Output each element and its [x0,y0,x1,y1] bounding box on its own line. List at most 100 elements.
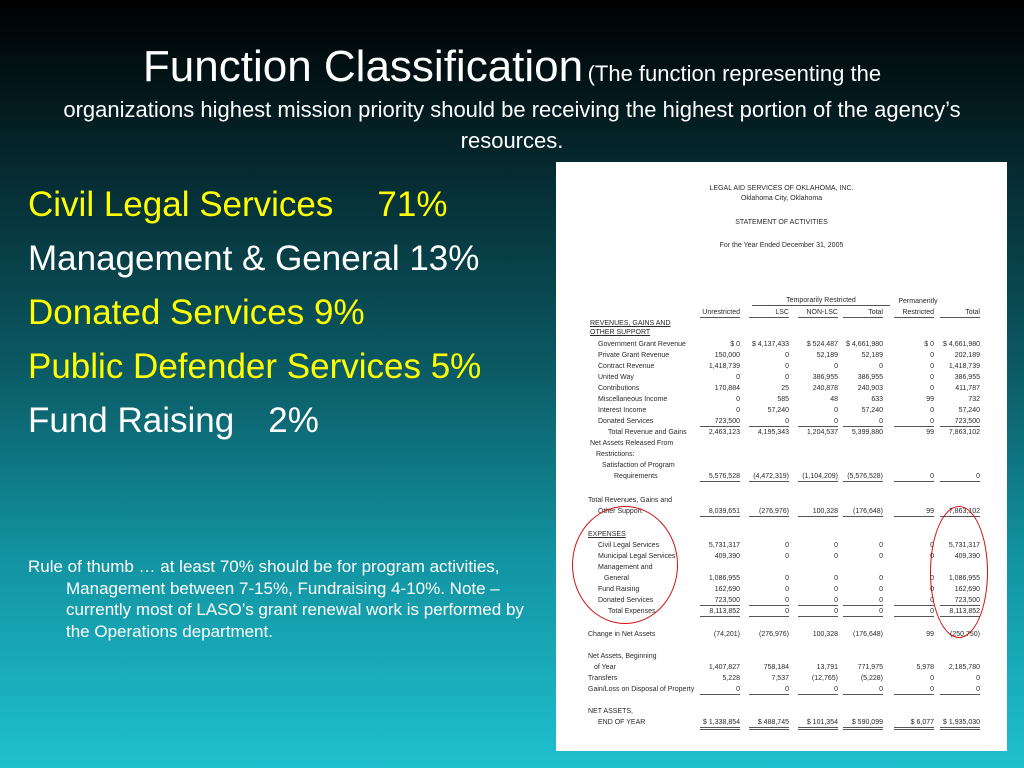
doc-column-header-rule [749,317,789,318]
statement-of-activities-image: LEGAL AID SERVICES OF OKLAHOMA, INC. Okl… [556,162,1007,751]
doc-rule [798,727,838,728]
doc-expense-row-cell-2: 0 [834,586,838,593]
doc-revenue-row-cell-0: $ 0 [730,341,740,348]
doc-revenue-row-cell-0: 2,463,123 [708,429,740,436]
doc-gainloss-row-cell-5: 0 [976,686,980,693]
doc-column-header-rule [894,317,934,318]
doc-begin-row-cell-2: 13,791 [816,664,838,671]
doc-revenue-row-cell-1: 0 [785,418,789,425]
doc-expense-row-cell-1: 0 [785,608,789,615]
doc-end-label: END OF YEAR [598,719,646,726]
doc-revenue-row-cell-3: 0 [879,418,883,425]
doc-rule [843,727,883,728]
doc-rule [940,694,980,695]
doc-revenue-row-cell-0: 150,000 [714,352,740,359]
doc-revenue-row-cell-1: 0 [785,374,789,381]
doc-expense-row-cell-3: 0 [879,586,883,593]
doc-expense-row-cell-0: 1,086,955 [708,575,740,582]
function-item-public-defender: Public Defender Services 5% [28,347,482,386]
doc-rule [940,426,980,427]
slide-subtitle-rest: organizations highest mission priority s… [63,97,961,153]
slide-subtitle-start: (The function representing the [587,61,882,86]
doc-revenue-row-cell-4: 99 [926,429,934,436]
doc-revenue-row-cell-2: 240,878 [812,385,838,392]
doc-total-revenue-row-cell-0: 8,039,651 [708,508,740,515]
doc-change-row-cell-1: (276,976) [759,631,789,638]
function-item-civil-legal: Civil Legal Services 71% [28,185,448,224]
doc-column-header-5: Total [965,309,980,316]
doc-rule [894,605,934,606]
doc-period: For the Year Ended December 31, 2005 [719,242,844,249]
doc-released-label: Net Assets Released From [590,440,674,447]
slide-title: Function Classification [142,42,584,91]
doc-statement-name: STATEMENT OF ACTIVITIES [735,219,828,226]
doc-group-temp: Temporarily Restricted [786,297,856,304]
doc-column-header-rule [843,317,883,318]
doc-expense-row-cell-2: 0 [834,575,838,582]
doc-released-row-cell-4: 0 [930,473,934,480]
doc-revenue-label: United Way [598,374,634,381]
doc-expense-row-cell-3: 0 [879,597,883,604]
doc-rule [749,481,789,482]
doc-revenue-row-cell-4: 0 [930,418,934,425]
doc-rule [798,516,838,517]
doc-revenue-row-cell-5: 7,863,102 [948,429,980,436]
rule-of-thumb-note: Rule of thumb … at least 70% should be f… [28,557,524,641]
doc-revenue-row-cell-0: 170,884 [714,385,740,392]
doc-expense-row-cell-1: 0 [785,542,789,549]
doc-revenue-row-cell-1: 585 [777,396,789,403]
doc-rule [843,694,883,695]
doc-rule [700,481,740,482]
doc-released-label: Satisfaction of Program [602,462,675,469]
doc-group-rule [752,305,890,306]
doc-revenue-row-cell-1: 25 [781,385,789,392]
doc-city: Oklahoma City, Oklahoma [740,195,823,202]
doc-rule [894,727,934,728]
doc-column-header-0: Unrestricted [702,309,740,316]
doc-group-perm: Permanently [898,298,938,305]
doc-revenue-row-cell-5: $ 4,661,980 [943,341,980,348]
doc-expense-row-cell-0: 409,390 [714,553,740,560]
doc-expense-row-cell-2: 0 [834,597,838,604]
doc-change-row-cell-0: (74,201) [713,631,740,638]
doc-revenue-label: Total Revenue and Gains [608,429,687,436]
doc-column-header-1: LSC [775,309,789,316]
doc-revenue-row-cell-2: 1,204,537 [806,429,838,436]
doc-expense-row-cell-2: 0 [834,608,838,615]
doc-revenue-row-cell-3: 240,903 [857,385,883,392]
doc-revenue-label: Interest Income [598,407,647,414]
doc-expense-row-cell-3: 0 [879,553,883,560]
doc-released-row-cell-5: 0 [976,473,980,480]
doc-revenue-row-cell-5: 411,787 [955,385,980,392]
doc-revenue-row-cell-3: 0 [879,363,883,370]
doc-gainloss-row-cell-0: 0 [736,686,740,693]
doc-rule [700,729,740,730]
doc-rule [700,727,740,728]
doc-change-row-cell-2: 100,328 [812,631,838,638]
doc-transfers-row-cell-0: 5,228 [722,675,740,682]
doc-revenue-row-cell-1: 4,195,343 [757,429,789,436]
doc-end-row-cell-5: $ 1,935,030 [943,719,980,726]
doc-rule [894,729,934,730]
doc-column-header-2: NON-LSC [806,309,838,316]
doc-revenue-row-cell-4: 99 [926,396,934,403]
doc-expense-row-cell-2: 0 [834,542,838,549]
doc-expense-row-cell-3: 0 [879,542,883,549]
doc-rule [940,729,980,730]
doc-revenue-row-cell-0: 0 [736,374,740,381]
doc-revenue-label: Contributions [598,385,640,392]
doc-section-revenue-1: REVENUES, GAINS AND [590,320,671,327]
doc-revenue-row-cell-4: 0 [930,352,934,359]
doc-revenue-row-cell-1: 0 [785,363,789,370]
doc-expense-row-cell-2: 0 [834,553,838,560]
doc-rule [700,426,740,427]
doc-expense-row-cell-0: 723,500 [714,597,740,604]
doc-section-revenue-2: OTHER SUPPORT [590,329,651,336]
doc-revenue-row-cell-3: 633 [871,396,883,403]
doc-rule [843,481,883,482]
doc-revenue-row-cell-0: 0 [736,396,740,403]
doc-rule [894,616,934,617]
doc-column-header-rule [798,317,838,318]
highlight-circle-expenses [572,506,678,624]
doc-revenue-label: Government Grant Revenue [598,341,686,348]
